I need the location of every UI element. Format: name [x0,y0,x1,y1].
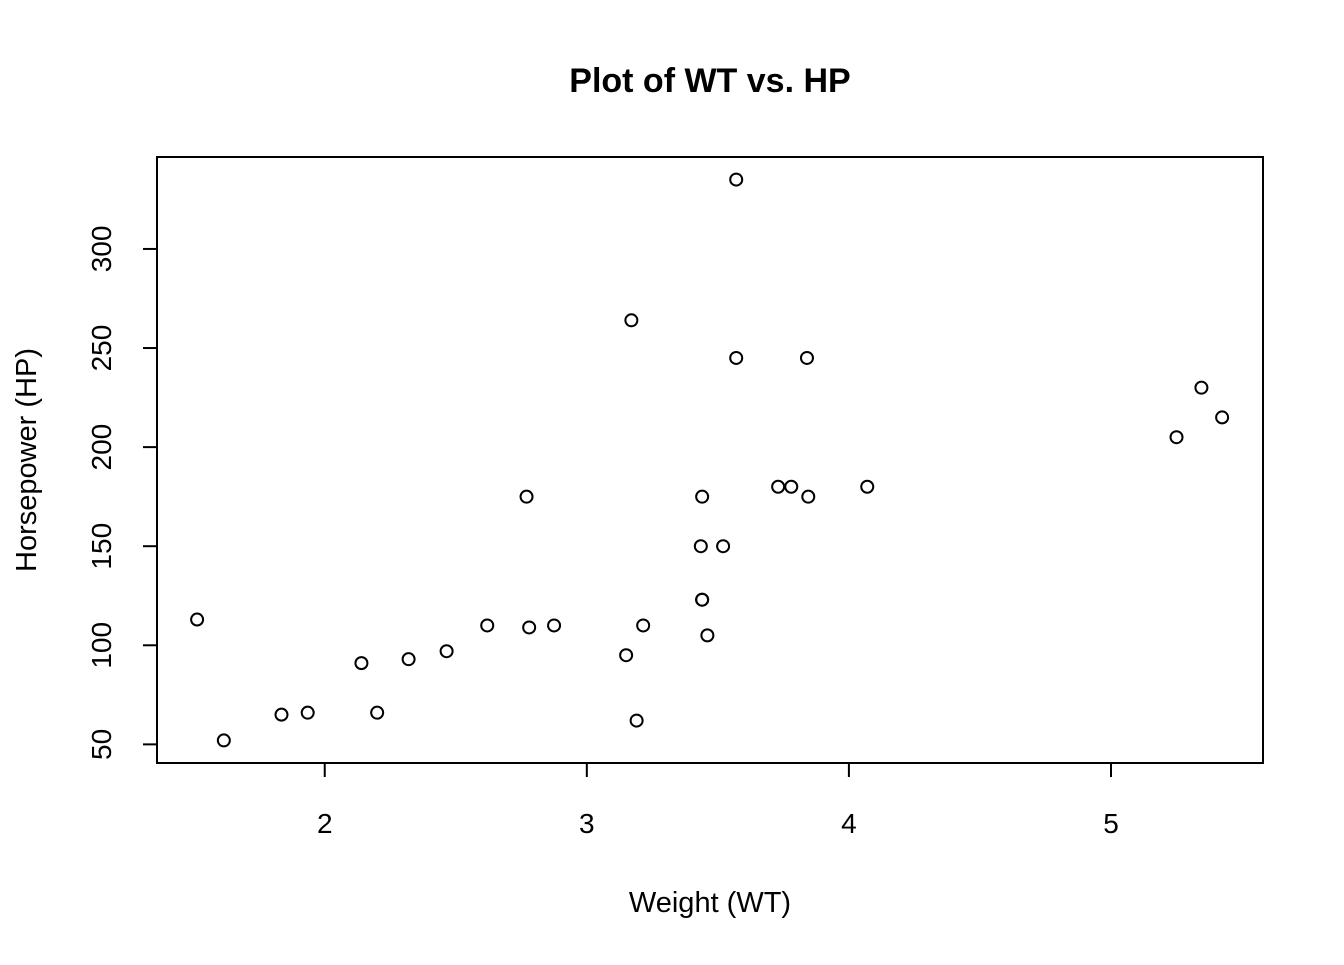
y-tick-label: 150 [86,523,117,570]
data-point [1194,380,1209,395]
data-point [401,652,416,667]
y-tick-label: 100 [86,622,117,669]
x-tick-label: 2 [317,808,333,839]
x-axis: 2 3 4 5 [317,762,1119,839]
data-point [629,713,644,728]
data-point [636,618,651,633]
data-point [771,479,786,494]
data-point [519,489,534,504]
y-tick-label: 250 [86,325,117,372]
data-point [716,539,731,554]
plot-frame [156,156,1264,764]
data-point [624,313,639,328]
x-tick-label: 4 [841,808,857,839]
data-point [729,350,744,365]
x-axis-label: Weight (WT) [629,887,791,919]
x-tick-label: 5 [1103,808,1119,839]
data-point [354,656,369,671]
data-point [300,705,315,720]
data-point [801,489,816,504]
data-point [860,479,875,494]
data-point [784,479,799,494]
data-point [695,592,710,607]
data-point [799,350,814,365]
data-point [619,648,634,663]
y-tick-label: 50 [86,729,117,760]
data-point [1169,430,1184,445]
data-point [700,628,715,643]
data-points [190,172,1230,748]
data-point [695,489,710,504]
chart-title: Plot of WT vs. HP [569,62,850,100]
data-point [729,172,744,187]
data-point [190,612,205,627]
data-point [480,618,495,633]
y-axis-label: Horsepower (HP) [11,348,43,572]
y-axis: 50 100 150 200 250 300 [86,226,158,760]
data-point [439,644,454,659]
data-point [547,618,562,633]
y-tick-label: 200 [86,424,117,471]
data-point [522,620,537,635]
data-point [693,539,708,554]
data-point [216,733,231,748]
x-tick-label: 3 [579,808,595,839]
data-point [274,707,289,722]
data-point [370,705,385,720]
data-point [1215,410,1230,425]
y-tick-label: 300 [86,226,117,273]
